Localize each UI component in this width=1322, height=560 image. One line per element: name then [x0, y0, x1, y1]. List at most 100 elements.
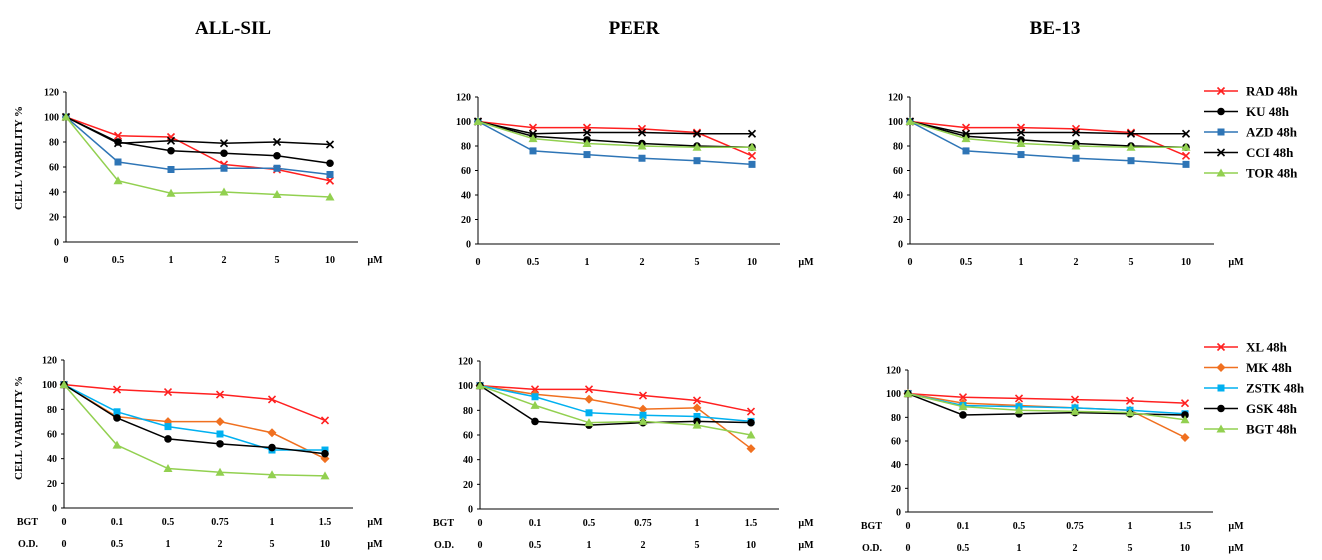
data-point: [638, 416, 648, 425]
data-point: [267, 470, 277, 479]
legend-item-zstk-48h: ZSTK 48h: [1204, 381, 1305, 396]
x-tick-label: 0.1: [957, 521, 970, 532]
data-point: [692, 420, 702, 429]
data-point: [163, 388, 173, 397]
x-tick-label: 0.5: [1013, 521, 1026, 532]
series-line: [909, 120, 1187, 166]
y-tick-label: 20: [47, 479, 57, 490]
legend-item-mk-48h: MK 48h: [1204, 360, 1293, 375]
x-tick-label: 10: [320, 539, 330, 550]
panel-top-be-13: 0 20 40 60 80 100 120 0 0.5 1 2 5 10 µM: [888, 93, 1244, 269]
data-point: [1181, 142, 1191, 151]
series-zstk-48h: [60, 381, 329, 454]
y-tick-label: 40: [463, 455, 473, 466]
x-tick-label: 0.75: [211, 517, 229, 528]
y-tick-label: 120: [886, 366, 901, 377]
series-bgt-48h: [903, 389, 1190, 424]
legend-label: AZD 48h: [1246, 125, 1298, 140]
legend-marker: [1216, 363, 1226, 372]
legend-item-ku-48h: KU 48h: [1204, 104, 1290, 119]
series-tor-48h: [473, 117, 757, 151]
x-tick-label: 5: [275, 255, 280, 266]
y-tick-label: 0: [896, 508, 901, 519]
x-tick-label: 0: [476, 257, 481, 268]
data-point: [1125, 408, 1135, 417]
x-tick-label: 1: [166, 539, 171, 550]
series-bgt-48h: [475, 381, 756, 439]
series-line: [65, 116, 331, 176]
x-unit-label: µM: [1228, 543, 1244, 554]
x-tick-label: 1: [169, 255, 174, 266]
x-tick-label: 1: [585, 257, 590, 268]
legend-marker: [1216, 342, 1226, 352]
data-point: [216, 430, 224, 438]
data-point: [638, 404, 648, 414]
x-tick-label: 1: [1128, 521, 1133, 532]
data-point: [530, 385, 540, 394]
data-point: [693, 413, 701, 420]
x-tick-label: 1: [587, 540, 592, 551]
data-point: [1180, 399, 1190, 408]
data-point: [325, 140, 335, 149]
y-tick-label: 40: [891, 460, 901, 471]
series-azd-48h: [62, 113, 334, 178]
data-point: [1014, 394, 1024, 403]
legend-label: BGT 48h: [1246, 422, 1297, 437]
data-point: [113, 176, 123, 185]
y-tick-label: 100: [456, 117, 471, 128]
data-point: [166, 188, 176, 197]
x-tick-label: 0: [64, 255, 69, 266]
x-tick-label: 0: [906, 521, 911, 532]
y-tick-label: 120: [888, 93, 903, 104]
series-cci-48h: [905, 117, 1191, 138]
x-tick-label: 0.5: [112, 255, 125, 266]
data-point: [1070, 395, 1080, 404]
y-tick-label: 120: [42, 356, 57, 367]
series-line: [479, 384, 752, 436]
series-line: [63, 384, 326, 460]
x-tick-label: 1: [270, 517, 275, 528]
x-tick-label: 0.75: [634, 518, 652, 529]
legend-label: ZSTK 48h: [1246, 381, 1305, 396]
data-point: [903, 389, 913, 398]
x-unit-label: µM: [798, 257, 814, 268]
panel-top-peer: 0 20 40 60 80 100 120 0 0.5 1 2 5 10 µM: [456, 93, 814, 269]
x-tick-label: 5: [695, 257, 700, 268]
y-tick-label: 20: [463, 480, 473, 491]
y-tick-label: 0: [54, 238, 59, 249]
x-unit-label: µM: [367, 517, 383, 528]
x-unit-label: µM: [367, 539, 383, 550]
legend-label: RAD 48h: [1246, 84, 1298, 99]
data-point: [216, 440, 224, 448]
column-title-be-13: BE-13: [1030, 18, 1081, 39]
y-tick-label: 60: [891, 437, 901, 448]
x-tick-label: 10: [325, 255, 335, 266]
legend-bottom: XL 48h MK 48h ZSTK 48h GSK 48h BGT 48h: [1204, 340, 1305, 437]
data-point: [639, 411, 647, 419]
data-point: [1127, 157, 1135, 165]
legend-item-bgt-48h: BGT 48h: [1204, 422, 1297, 437]
data-point: [530, 400, 540, 409]
series-bgt-48h: [59, 380, 330, 480]
x-tick-label: 2: [1073, 543, 1078, 554]
x-tick-label: 1: [1017, 543, 1022, 554]
data-point: [1014, 405, 1024, 414]
data-point: [1180, 415, 1190, 424]
data-point: [692, 129, 702, 138]
data-point: [325, 192, 335, 201]
series-line: [479, 384, 752, 423]
series-line: [907, 392, 1186, 404]
x-row-label: O.D.: [18, 539, 39, 550]
data-point: [61, 112, 71, 121]
x-tick-label: 0.1: [111, 517, 124, 528]
series-line: [479, 384, 752, 450]
y-tick-label: 120: [456, 93, 471, 104]
data-point: [582, 139, 592, 148]
data-point: [272, 137, 282, 147]
data-point: [1070, 406, 1080, 415]
series-line: [63, 384, 326, 477]
data-point: [219, 187, 229, 196]
